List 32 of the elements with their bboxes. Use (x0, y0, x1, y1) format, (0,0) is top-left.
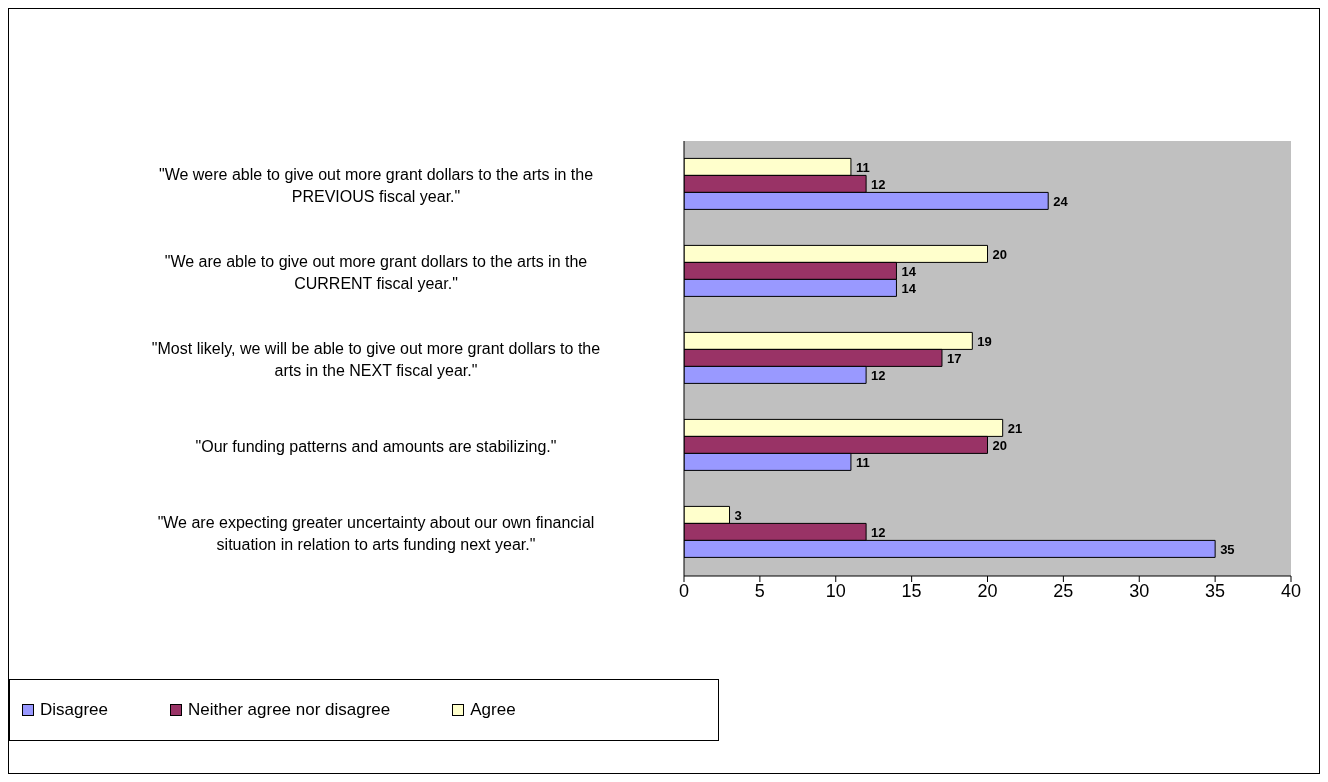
data-label: 12 (871, 367, 886, 383)
data-label: 11 (855, 454, 870, 470)
data-label: 19 (977, 333, 992, 349)
data-label: 20 (992, 246, 1007, 262)
y-tick-label: "We were able to give out more grant dollars to the arts in the PREVIOUS fiscal year." (158, 165, 594, 205)
data-label: 14 (901, 280, 917, 296)
x-tick-label: 35 (1205, 580, 1226, 601)
data-label: 14 (901, 263, 917, 279)
x-tick-label: 15 (901, 580, 922, 601)
data-label: 21 (1007, 420, 1023, 436)
data-label: 12 (871, 176, 886, 192)
y-tick-label: "We are expecting greater uncertainty about our own financial situation in relation to arts funding next year." (157, 513, 595, 553)
legend-label: Disagree (40, 700, 109, 720)
x-tick-label: 0 (678, 580, 690, 601)
data-label: 20 (992, 437, 1007, 453)
x-tick-label: 20 (977, 580, 998, 601)
x-tick-label: 10 (825, 580, 846, 601)
legend-label: Neither agree nor disagree (188, 700, 391, 720)
data-label: 11 (855, 159, 870, 175)
x-tick-label: 25 (1053, 580, 1074, 601)
y-tick-label: "We are able to give out more grant dollars to the arts in the CURRENT fiscal year." (164, 252, 588, 292)
x-tick-label: 30 (1129, 580, 1150, 601)
y-tick-label: "Most likely, we will be able to give out more grant dollars to the arts in the NEXT fiscal year." (151, 339, 601, 379)
data-label: 35 (1220, 541, 1235, 557)
y-tick-label: "Our funding patterns and amounts are stabilizing." (195, 437, 557, 455)
x-tick-label: 5 (754, 580, 765, 601)
data-label: 24 (1053, 193, 1069, 209)
data-label: 12 (871, 524, 886, 540)
x-tick-label: 40 (1280, 580, 1302, 601)
data-label: 3 (734, 507, 742, 523)
data-label: 17 (946, 350, 962, 366)
legend-label: Agree (470, 700, 516, 720)
